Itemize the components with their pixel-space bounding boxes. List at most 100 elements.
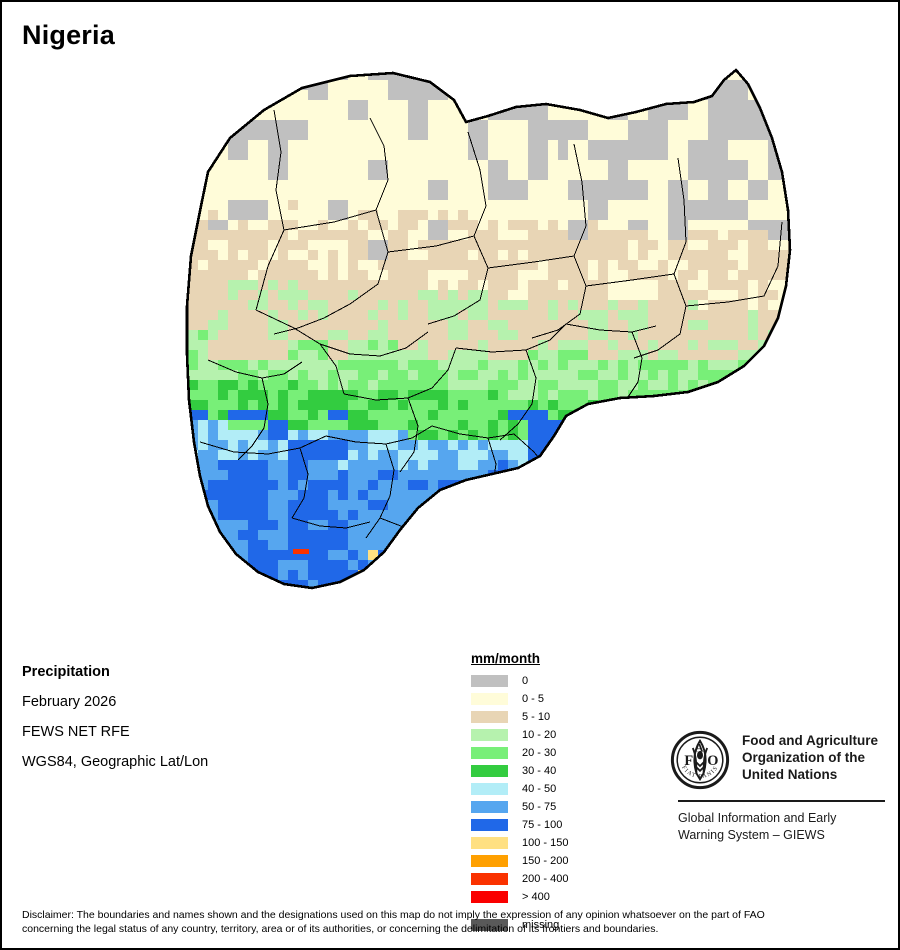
raster-cell	[648, 60, 658, 70]
raster-cell	[698, 300, 708, 310]
raster-cell	[368, 340, 378, 350]
raster-cell	[608, 530, 618, 540]
raster-cell	[548, 290, 558, 300]
raster-cell	[698, 80, 708, 90]
raster-cell	[408, 530, 418, 540]
raster-cell	[798, 620, 808, 630]
legend-row-11[interactable]: 200 - 400	[471, 870, 621, 888]
legend-row-0[interactable]: 0	[471, 672, 621, 690]
raster-cell	[698, 190, 708, 200]
raster-cell	[688, 470, 698, 480]
raster-cell	[748, 310, 758, 320]
legend-row-missing[interactable]: missing	[471, 916, 621, 934]
raster-cell	[508, 220, 518, 230]
raster-cell	[458, 350, 468, 360]
raster-cell	[298, 580, 308, 588]
raster-cell	[88, 430, 98, 440]
map-canvas[interactable]	[88, 60, 818, 630]
raster-cell	[758, 250, 768, 260]
raster-cell	[528, 270, 538, 280]
raster-cell	[478, 270, 488, 280]
raster-cell	[318, 300, 328, 310]
fao-giews-name: Global Information and Early Warning Syst…	[678, 810, 885, 844]
raster-cell	[418, 360, 428, 370]
raster-cell	[598, 530, 608, 540]
raster-cell	[498, 350, 508, 360]
raster-cell	[148, 510, 158, 520]
raster-cell	[668, 490, 678, 500]
raster-cell	[768, 540, 778, 550]
raster-cell	[538, 420, 548, 430]
legend-row-9[interactable]: 100 - 150	[471, 834, 621, 852]
raster-cell	[338, 270, 348, 280]
raster-cell	[358, 340, 368, 350]
raster-cell	[808, 530, 818, 540]
raster-cell	[568, 520, 578, 530]
raster-cell	[128, 530, 138, 540]
raster-cell	[488, 300, 498, 310]
raster-cell	[768, 460, 778, 470]
legend-row-3[interactable]: 10 - 20	[471, 726, 621, 744]
raster-cell	[318, 420, 328, 430]
raster-cell	[348, 400, 358, 410]
raster-cell	[718, 470, 728, 480]
precipitation-map[interactable]	[88, 60, 818, 630]
raster-cell	[368, 130, 378, 140]
raster-cell	[648, 280, 658, 290]
raster-cell	[638, 320, 648, 330]
raster-cell	[568, 250, 578, 260]
legend-row-1[interactable]: 0 - 5	[471, 690, 621, 708]
legend-row-10[interactable]: 150 - 200	[471, 852, 621, 870]
raster-cell	[198, 620, 208, 630]
raster-cell	[508, 120, 518, 130]
raster-cell	[468, 390, 478, 400]
raster-cell	[298, 160, 308, 170]
raster-cell	[158, 280, 168, 290]
raster-cell	[238, 190, 248, 200]
legend-row-12[interactable]: > 400	[471, 888, 621, 906]
raster-cell	[718, 450, 728, 460]
legend-row-4[interactable]: 20 - 30	[471, 744, 621, 762]
raster-cell	[518, 590, 528, 600]
raster-cell	[438, 210, 448, 220]
raster-cell	[308, 490, 318, 500]
raster-cell	[278, 570, 288, 580]
raster-cell	[88, 310, 98, 320]
legend-row-6[interactable]: 40 - 50	[471, 780, 621, 798]
raster-cell	[778, 250, 788, 260]
raster-cell	[638, 620, 648, 630]
raster-cell	[308, 590, 318, 600]
raster-cell	[618, 80, 628, 90]
raster-cell	[568, 340, 578, 350]
raster-cell	[378, 450, 388, 460]
raster-cell	[718, 500, 728, 510]
raster-cell	[288, 280, 298, 290]
raster-cell	[398, 420, 408, 430]
legend-row-5[interactable]: 30 - 40	[471, 762, 621, 780]
raster-cell	[208, 310, 218, 320]
raster-cell	[578, 370, 588, 380]
raster-cell	[108, 560, 118, 570]
raster-cell	[508, 310, 518, 320]
raster-cell	[398, 330, 408, 340]
raster-cell	[268, 490, 278, 500]
raster-cell	[678, 400, 688, 410]
raster-cell	[228, 370, 238, 380]
raster-cell	[598, 80, 608, 90]
legend-row-8[interactable]: 75 - 100	[471, 816, 621, 834]
legend-row-2[interactable]: 5 - 10	[471, 708, 621, 726]
raster-cell	[218, 600, 228, 610]
raster-cell	[388, 560, 398, 570]
raster-cell	[368, 580, 378, 588]
raster-cell	[418, 90, 428, 100]
raster-cell	[388, 300, 398, 310]
raster-cell	[478, 210, 488, 220]
raster-cell	[558, 580, 568, 588]
raster-cell	[398, 80, 408, 90]
legend-row-7[interactable]: 50 - 75	[471, 798, 621, 816]
raster-cell	[778, 80, 788, 90]
raster-cell	[698, 430, 708, 440]
raster-cell	[228, 100, 238, 110]
raster-cell	[218, 310, 228, 320]
raster-cell	[658, 620, 668, 630]
